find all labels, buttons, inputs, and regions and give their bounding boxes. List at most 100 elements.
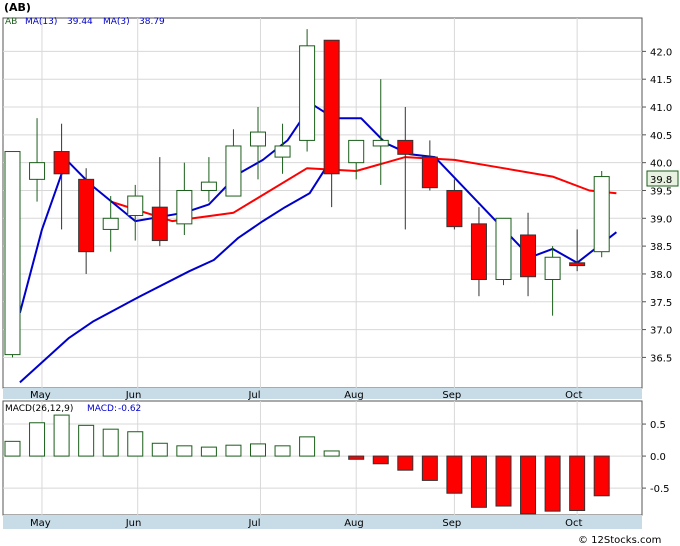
macd-bar-negative: [520, 455, 537, 515]
last-price-marker: 39.8: [646, 170, 679, 187]
candle: [446, 179, 463, 230]
macd-x-tick-label: Sep: [442, 518, 461, 529]
candle-body-up: [372, 139, 389, 147]
candle-body-up: [495, 217, 512, 281]
price-y-tick-label: 38.0: [650, 270, 672, 281]
macd-bar-negative: [470, 455, 487, 508]
candle: [470, 207, 487, 297]
candle: [225, 129, 242, 197]
candle-body-down: [470, 223, 487, 281]
price-y-tick-label: 37.5: [650, 298, 672, 309]
candle: [250, 107, 266, 180]
last-price-label: 39.8: [650, 175, 672, 186]
footer-credit: © 12Stocks.com: [578, 535, 661, 546]
candle: [53, 123, 70, 230]
macd-bar-positive: [176, 445, 193, 457]
price-x-tick-label: Sep: [442, 390, 461, 401]
macd-bar-negative: [495, 455, 512, 507]
macd-bar-positive: [299, 436, 316, 457]
candle: [372, 79, 389, 185]
candle: [4, 151, 21, 358]
candle-body-up: [544, 256, 561, 281]
price-y-tick-label: 36.5: [650, 353, 672, 364]
price-plot-frame: [2, 17, 643, 389]
macd-bar-negative: [569, 455, 586, 512]
candle: [299, 29, 316, 152]
macd-bar-positive: [151, 442, 168, 457]
legend-ma3-value: 38.79: [139, 17, 165, 27]
price-y-axis-labels: 36.5 37.0 37.5 38.0 38.5 39.0 39.5 40.0 40.5 41.0…: [642, 47, 672, 364]
price-x-axis-band: [3, 388, 642, 399]
price-x-tick-label: Aug: [344, 390, 364, 401]
legend-ma13-label: MA(13): [25, 17, 57, 27]
price-y-tick-label: 41.0: [650, 103, 672, 114]
price-x-tick-label: May: [30, 390, 51, 401]
price-x-tick-label: Jun: [125, 390, 142, 401]
candle: [495, 217, 512, 286]
candle-body-up: [200, 181, 217, 191]
macd-x-axis-band: [3, 515, 642, 529]
macd-bar-positive: [274, 445, 291, 457]
legend-macd-params: MACD(26,12,9): [5, 404, 73, 414]
candle: [520, 212, 537, 297]
legend-ma3-label: MA(3): [103, 17, 130, 27]
candle-body-down: [53, 151, 70, 175]
candle-body-down: [323, 39, 340, 175]
candle: [102, 196, 119, 252]
macd-bar-negative: [397, 455, 414, 471]
macd-histogram: [4, 414, 610, 515]
macd-bar-positive: [200, 446, 217, 457]
price-y-tick-label: 42.0: [650, 47, 672, 58]
price-legend: AB MA(13) 39.44 MA(3) 38.79: [5, 17, 165, 27]
candle-body-up: [4, 151, 21, 356]
candlesticks: [4, 29, 610, 358]
macd-bar-negative: [372, 455, 389, 465]
macd-bar-negative: [544, 455, 561, 512]
candle-body-down: [78, 178, 95, 253]
price-y-tick-label: 41.5: [650, 75, 672, 86]
candle-body-up: [250, 131, 266, 147]
macd-x-axis-labels: May Jun Jul Aug Sep Oct: [30, 518, 583, 529]
candle-body-down: [569, 262, 586, 267]
candle-body-up: [348, 139, 365, 164]
macd-y-tick-label: 0.5: [650, 420, 666, 431]
macd-y-tick-label: 0.0: [650, 452, 666, 463]
candle-body-up: [102, 217, 119, 230]
macd-bar-positive: [225, 444, 242, 457]
price-y-tick-label: 39.0: [650, 214, 672, 225]
price-y-tick-label: 38.5: [650, 242, 672, 253]
macd-bar-negative: [421, 455, 438, 481]
candle: [569, 229, 586, 272]
macd-y-axis-labels: 0.5 0.0 -0.5: [642, 420, 670, 495]
ma-series-line: [19, 162, 331, 384]
candle: [78, 168, 95, 274]
macd-bar-negative: [348, 455, 365, 460]
last-price-box: [646, 170, 679, 187]
candle: [323, 39, 340, 208]
price-y-tick-label: 40.5: [650, 131, 672, 142]
macd-bar-positive: [29, 422, 46, 457]
candle-body-up: [593, 176, 610, 253]
candle: [348, 139, 365, 180]
candle-body-up: [299, 45, 316, 141]
macd-x-tick-label: May: [30, 518, 51, 529]
candle-body-up: [225, 145, 242, 197]
candle: [544, 246, 561, 316]
candle-body-up: [127, 195, 144, 217]
candle: [29, 118, 46, 202]
chart-title: (AB): [4, 1, 31, 14]
legend-ma13-value: 39.44: [67, 17, 93, 27]
macd-legend: MACD(26,12,9) MACD: -0.62: [5, 404, 141, 414]
macd-bar-negative: [593, 455, 610, 497]
candle-body-down: [520, 234, 537, 278]
candle-body-up: [29, 162, 46, 180]
legend-macd-label: MACD:: [87, 404, 117, 414]
macd-bar-positive: [250, 443, 266, 457]
candle: [151, 157, 168, 247]
candle: [397, 107, 414, 230]
macd-x-tick-label: Jun: [125, 518, 142, 529]
macd-x-tick-label: Jul: [247, 518, 260, 529]
macd-y-tick-label: -0.5: [650, 484, 670, 495]
macd-panel: May Jun Jul Aug Sep Oct 0.5 0.0 -0.5 MACD(26,12…: [2, 400, 670, 529]
